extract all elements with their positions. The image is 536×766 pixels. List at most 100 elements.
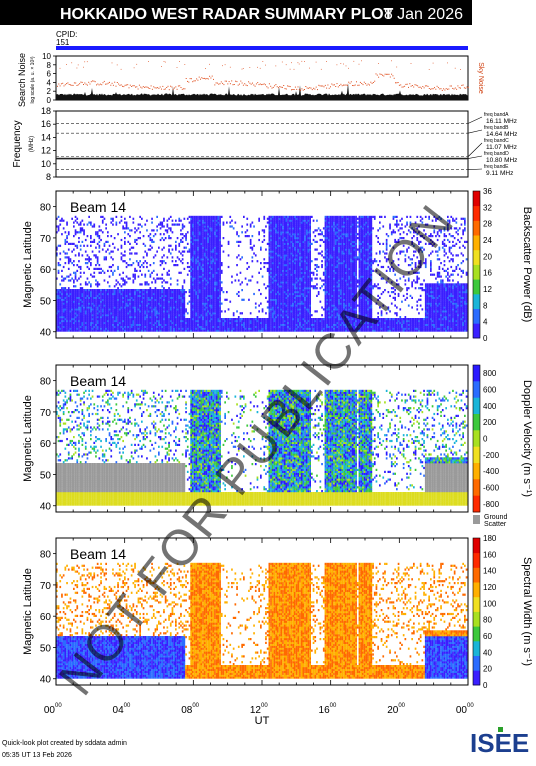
data-cell bbox=[68, 231, 70, 233]
data-cell bbox=[202, 278, 204, 280]
data-cell bbox=[267, 270, 269, 272]
data-cell bbox=[289, 229, 291, 231]
data-cell bbox=[92, 251, 94, 253]
data-cell bbox=[218, 289, 220, 291]
data-cell bbox=[138, 291, 140, 293]
data-cell bbox=[221, 310, 223, 312]
data-cell bbox=[109, 245, 111, 247]
data-cell bbox=[139, 237, 141, 239]
sky-noise-point bbox=[373, 82, 374, 83]
data-cell bbox=[192, 278, 194, 280]
data-cell bbox=[61, 291, 63, 293]
data-cell bbox=[136, 295, 138, 297]
data-cell bbox=[218, 283, 220, 285]
data-cell bbox=[73, 260, 75, 262]
data-cell bbox=[97, 233, 99, 235]
data-cell bbox=[207, 262, 209, 264]
data-cell bbox=[287, 260, 289, 262]
sky-noise-point bbox=[322, 86, 323, 87]
data-cell bbox=[175, 245, 177, 247]
data-cell bbox=[170, 318, 172, 320]
data-cell bbox=[73, 312, 75, 314]
data-cell bbox=[68, 268, 70, 270]
data-cell bbox=[151, 306, 153, 308]
data-cell bbox=[214, 225, 216, 227]
data-cell bbox=[90, 274, 92, 276]
data-cell bbox=[212, 247, 214, 249]
data-cell bbox=[218, 297, 220, 299]
data-cell bbox=[119, 320, 121, 322]
data-cell bbox=[202, 308, 204, 310]
data-cell bbox=[61, 320, 63, 322]
sky-noise-point bbox=[460, 69, 461, 70]
data-cell bbox=[173, 316, 175, 318]
data-cell bbox=[88, 328, 90, 330]
data-cell bbox=[66, 318, 68, 320]
data-cell bbox=[194, 306, 196, 308]
data-cell bbox=[201, 316, 203, 318]
data-cell bbox=[129, 295, 131, 297]
data-cell bbox=[216, 231, 218, 233]
data-cell bbox=[76, 312, 78, 314]
cpid-bar bbox=[56, 46, 468, 50]
data-cell bbox=[274, 266, 276, 268]
freq-tick-label: 18 bbox=[41, 106, 51, 116]
data-cell bbox=[263, 235, 265, 237]
data-cell bbox=[219, 314, 221, 316]
data-cell bbox=[190, 233, 192, 235]
data-cell bbox=[233, 318, 235, 320]
data-cell bbox=[172, 322, 174, 324]
sky-noise-point bbox=[212, 76, 213, 77]
data-cell bbox=[207, 289, 209, 291]
sky-noise-point bbox=[391, 74, 392, 75]
data-cell bbox=[93, 224, 95, 226]
data-cell bbox=[207, 231, 209, 233]
data-cell bbox=[65, 262, 67, 264]
data-cell bbox=[150, 264, 152, 266]
data-cell bbox=[194, 251, 196, 253]
data-cell bbox=[175, 305, 177, 307]
data-cell bbox=[172, 224, 174, 226]
data-cell bbox=[172, 260, 174, 262]
data-cell bbox=[286, 231, 288, 233]
data-cell bbox=[177, 305, 179, 307]
data-cell bbox=[104, 245, 106, 247]
data-cell bbox=[201, 249, 203, 251]
data-cell bbox=[214, 316, 216, 318]
data-cell bbox=[204, 281, 206, 283]
data-cell bbox=[90, 285, 92, 287]
data-cell bbox=[202, 318, 204, 320]
data-cell bbox=[201, 305, 203, 307]
data-cell bbox=[218, 222, 220, 224]
data-cell bbox=[109, 276, 111, 278]
sky-noise-point bbox=[457, 85, 458, 86]
data-cell bbox=[114, 297, 116, 299]
data-cell bbox=[286, 220, 288, 222]
data-cell bbox=[289, 303, 291, 305]
data-cell bbox=[197, 235, 199, 237]
data-cell bbox=[71, 295, 73, 297]
data-cell bbox=[206, 285, 208, 287]
data-cell bbox=[233, 227, 235, 229]
data-cell bbox=[223, 320, 225, 322]
data-cell bbox=[194, 308, 196, 310]
data-cell bbox=[289, 308, 291, 310]
data-cell bbox=[199, 247, 201, 249]
data-cell bbox=[136, 305, 138, 307]
data-cell bbox=[156, 303, 158, 305]
data-cell bbox=[284, 249, 286, 251]
data-cell bbox=[192, 308, 194, 310]
data-cell bbox=[112, 306, 114, 308]
data-cell bbox=[83, 322, 85, 324]
data-cell bbox=[218, 256, 220, 258]
data-cell bbox=[126, 326, 128, 328]
data-cell bbox=[58, 299, 60, 301]
data-cell bbox=[275, 299, 277, 301]
data-cell bbox=[209, 262, 211, 264]
data-cell bbox=[104, 299, 106, 301]
data-cell bbox=[194, 252, 196, 254]
data-cell bbox=[165, 297, 167, 299]
data-cell bbox=[219, 266, 221, 268]
data-cell bbox=[161, 312, 163, 314]
data-cell bbox=[190, 320, 192, 322]
